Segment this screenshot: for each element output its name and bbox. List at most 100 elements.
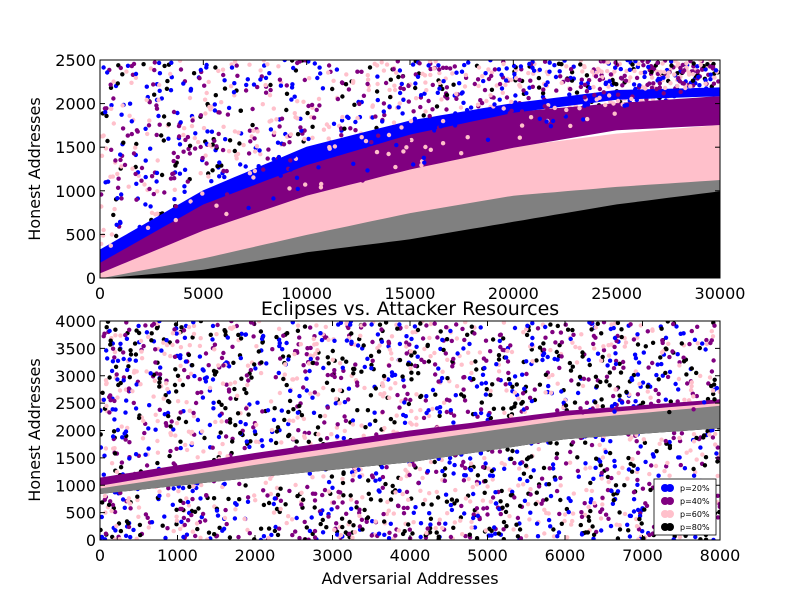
legend-marker-p60-b: [666, 510, 674, 518]
top-overlay-point-189: [151, 82, 156, 87]
top-overlay-point-452: [251, 175, 256, 180]
legend-label-p40: p=40%: [680, 497, 710, 506]
top-scatter-point-466: [148, 146, 153, 151]
bottom-scatter-point-1920: [524, 371, 529, 377]
top-overlay-point-205: [113, 158, 118, 163]
top-overlay-point-217: [315, 147, 320, 152]
bottom-scatter-point-1574: [115, 358, 121, 363]
bottom-scatter-point-755: [377, 477, 382, 482]
bottom-scatter-point-2038: [355, 343, 361, 348]
bottom-scatter-point-1945: [648, 487, 653, 493]
bottom-overlay-point-2: [290, 377, 295, 382]
bottom-scatter-point-880: [505, 359, 511, 364]
bottom-scatter-point-181: [355, 408, 360, 413]
top-overlay-point-449: [207, 104, 212, 110]
bottom-scatter-point-1887: [629, 377, 635, 383]
bottom-overlay-point-156: [580, 410, 585, 415]
bottom-scatter-point-1911: [500, 505, 505, 510]
bottom-y-tick-label-0: 0: [86, 531, 96, 550]
bottom-scatter-point-1915: [461, 394, 467, 399]
bottom-scatter-point-2013: [691, 473, 697, 478]
top-scatter-point-554: [185, 134, 191, 140]
legend-label-p60: p=60%: [680, 510, 710, 519]
bottom-scatter-point-588: [206, 363, 211, 368]
top-overlay-point-284: [282, 60, 287, 63]
bottom-scatter-point-981: [448, 328, 453, 334]
bottom-scatter-point-403: [321, 474, 326, 479]
top-scatter-point-1432: [220, 67, 226, 72]
top-overlay-point-110: [475, 102, 481, 107]
bottom-scatter-point-2046: [597, 442, 602, 448]
bottom-scatter-point-1982: [524, 456, 530, 462]
bottom-overlay-point-152: [530, 359, 535, 364]
top-scatter-point-1431: [374, 63, 380, 68]
bottom-overlay-point-67: [127, 357, 132, 362]
bottom-scatter-point-1521: [243, 483, 248, 488]
bottom-scatter-point-22: [187, 484, 192, 489]
bottom-scatter-point-900: [528, 510, 533, 515]
bottom-scatter-point-108: [443, 521, 448, 526]
bottom-scatter-point-1163: [414, 344, 419, 349]
top-overlay-point-197: [501, 106, 506, 111]
bottom-overlay-point-28: [614, 522, 619, 527]
bottom-scatter-point-1303: [662, 468, 667, 474]
top-scatter-point-791: [178, 67, 184, 72]
bottom-scatter-point-1579: [118, 528, 124, 534]
bottom-scatter-point-2027: [717, 509, 720, 515]
bottom-scatter-point-1415: [157, 372, 163, 377]
top-scatter-point-1183: [182, 167, 188, 172]
bottom-scatter-point-1349: [128, 348, 133, 353]
top-overlay-point-496: [447, 132, 452, 137]
bottom-scatter-point-437: [198, 496, 203, 501]
bottom-scatter-point-695: [645, 389, 650, 394]
bottom-overlay-point-36: [335, 505, 340, 510]
bottom-scatter-point-1518: [304, 388, 309, 393]
top-scatter-point-1087: [177, 171, 183, 176]
bottom-scatter-point-1334: [501, 406, 506, 411]
bottom-scatter-point-1295: [106, 502, 112, 507]
bottom-scatter-point-842: [715, 473, 720, 479]
bottom-scatter-point-312: [273, 524, 278, 530]
bottom-scatter-point-542: [514, 449, 520, 454]
bottom-scatter-point-1546: [565, 535, 570, 540]
top-overlay-point-485: [688, 84, 693, 89]
top-overlay-point-495: [263, 90, 269, 95]
bottom-scatter-point-1491: [528, 487, 533, 492]
bottom-scatter-point-2146: [143, 452, 148, 457]
top-overlay-point-372: [122, 162, 128, 168]
bottom-scatter-point-1363: [606, 479, 611, 485]
bottom-scatter-point-1409: [402, 529, 407, 534]
top-scatter-point-48: [574, 90, 580, 95]
bottom-scatter-point-1445: [643, 459, 648, 465]
bottom-scatter-point-670: [155, 450, 161, 455]
bottom-overlay-point-66: [612, 409, 617, 414]
bottom-scatter-point-2174: [114, 523, 119, 529]
bottom-scatter-point-1028: [340, 500, 345, 505]
bottom-scatter-point-110: [600, 455, 606, 460]
bottom-scatter-point-1164: [104, 380, 109, 386]
bottom-overlay-point-223: [221, 363, 226, 368]
bottom-scatter-point-2155: [181, 534, 186, 540]
top-overlay-point-188: [171, 158, 176, 164]
bottom-overlay-point-200: [520, 372, 525, 377]
bottom-scatter-point-1376: [409, 408, 414, 414]
top-scatter-point-656: [244, 82, 249, 88]
bottom-scatter-point-2154: [148, 371, 153, 376]
top-overlay-point-9: [597, 77, 602, 83]
bottom-scatter-point-1894: [204, 493, 209, 498]
bottom-scatter-point-464: [133, 452, 139, 457]
bottom-scatter-point-337: [451, 471, 456, 476]
bottom-overlay-point-174: [537, 345, 543, 350]
top-overlay-point-280: [605, 110, 610, 115]
bottom-overlay-point-239: [126, 521, 131, 526]
bottom-scatter-point-689: [452, 501, 457, 506]
bottom-scatter-point-1029: [286, 409, 291, 415]
bottom-scatter-point-202: [112, 355, 117, 360]
top-scatter-point-236: [458, 105, 464, 110]
top-scatter-point-659: [584, 89, 590, 94]
top-scatter-point-969: [289, 60, 295, 63]
bottom-scatter-point-320: [610, 501, 616, 506]
top-scatter-point-1490: [148, 204, 153, 209]
bottom-scatter-point-1876: [408, 420, 413, 425]
top-overlay-point-437: [448, 66, 453, 71]
